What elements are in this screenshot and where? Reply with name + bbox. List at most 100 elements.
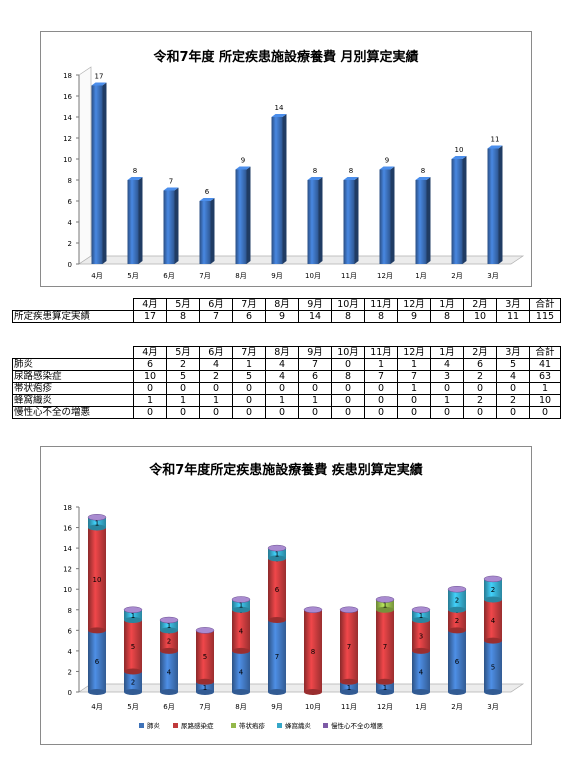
x-tick-label: 12月 bbox=[377, 703, 393, 711]
disease-stacked-bar-chart: 0246810121416186100104月250105月420106月150… bbox=[63, 504, 525, 730]
data-label: 8 bbox=[313, 167, 317, 175]
column-header: 4月 bbox=[133, 298, 167, 311]
table-cell: 5 bbox=[232, 370, 266, 383]
table-cell: 0 bbox=[232, 394, 266, 407]
table-cell: 115 bbox=[529, 310, 561, 323]
table-row: 所定疾患算定実績 17 8 7 6 9 14 8 8 9 8 10 11 115 bbox=[12, 310, 561, 323]
x-tick-label: 7月 bbox=[199, 272, 210, 280]
table-cell: 17 bbox=[133, 310, 167, 323]
table-cell: 11 bbox=[496, 310, 530, 323]
data-label: 5 bbox=[131, 643, 135, 651]
stack-segment bbox=[232, 609, 250, 651]
x-tick-label: 3月 bbox=[487, 272, 498, 280]
data-label: 4 bbox=[419, 668, 424, 676]
stack-segment bbox=[160, 650, 178, 692]
bar-side bbox=[138, 177, 143, 264]
segment-bottom bbox=[124, 617, 142, 624]
table-cell: 1 bbox=[364, 358, 398, 371]
x-tick-label: 7月 bbox=[199, 703, 210, 711]
bar-top bbox=[343, 177, 359, 180]
segment-bottom bbox=[412, 617, 430, 624]
bar-side bbox=[390, 166, 395, 264]
data-label: 1 bbox=[383, 602, 387, 610]
monthly-bar-chart: 0 2 4 6 8 10 12 14 16 18 17 4月 8 5月 7 6月 6 7月 9 8月 14 9月 8 10月 8… bbox=[63, 66, 525, 280]
y-tick-label: 16 bbox=[63, 93, 72, 101]
table-cell: 7 bbox=[397, 370, 431, 383]
segment-bottom bbox=[88, 627, 106, 634]
bar-side bbox=[210, 198, 215, 264]
column-header: 12月 bbox=[397, 346, 431, 359]
bar-top bbox=[271, 114, 287, 117]
table-cell: 2 bbox=[166, 358, 200, 371]
bar-top bbox=[235, 166, 251, 170]
column-header: 合計 bbox=[529, 298, 561, 311]
column-header: 1月 bbox=[430, 346, 464, 359]
legend-label: 慢性心不全の増悪 bbox=[331, 721, 384, 730]
table-cell: 9 bbox=[397, 310, 431, 323]
legend-swatch bbox=[173, 723, 178, 728]
table-cell: 0 bbox=[397, 406, 431, 419]
segment-bottom bbox=[484, 689, 502, 695]
data-label: 1 bbox=[131, 612, 135, 620]
cylinder-top bbox=[447, 585, 467, 593]
table-cell: 1 bbox=[199, 394, 233, 407]
table-cell: 63 bbox=[529, 370, 561, 383]
bar bbox=[271, 117, 283, 264]
data-label: 2 bbox=[167, 638, 171, 646]
segment-bottom bbox=[268, 617, 286, 624]
table-cell: 4 bbox=[496, 370, 530, 383]
stack-segment bbox=[196, 681, 214, 692]
table-cell: 9 bbox=[265, 310, 299, 323]
table-cell: 1 bbox=[298, 394, 332, 407]
table-cell: 1 bbox=[133, 394, 167, 407]
data-label: 1 bbox=[203, 684, 207, 692]
x-tick-label: 3月 bbox=[487, 703, 498, 711]
column-header: 6月 bbox=[199, 346, 233, 359]
table-cell: 0 bbox=[331, 394, 365, 407]
cylinder-top bbox=[159, 616, 179, 624]
table-cell: 0 bbox=[463, 406, 497, 419]
table-cell: 0 bbox=[298, 406, 332, 419]
column-header: 8月 bbox=[265, 298, 299, 311]
table-cell: 0 bbox=[232, 406, 266, 419]
cylinder-top bbox=[195, 627, 215, 634]
bar bbox=[487, 148, 499, 264]
y-tick-label: 14 bbox=[63, 545, 72, 553]
x-tick-label: 10月 bbox=[305, 272, 321, 280]
stack-segment bbox=[268, 548, 286, 559]
table-row: 慢性心不全の増悪 0 0 0 0 0 0 0 0 0 0 0 0 0 bbox=[12, 406, 561, 419]
x-tick-label: 6月 bbox=[163, 272, 174, 280]
disease-breakdown-table: 4月 5月 6月 7月 8月 9月 10月 11月 12月 1月 2月 3月 合計 肺炎 6 2 4 1 4 7 0 1 1… bbox=[12, 346, 561, 419]
column-header: 2月 bbox=[463, 298, 497, 311]
bar-top bbox=[415, 177, 431, 180]
column-header: 11月 bbox=[364, 346, 398, 359]
data-label: 1 bbox=[347, 684, 351, 692]
table-cell: 6 bbox=[298, 370, 332, 383]
table-cell: 2 bbox=[463, 370, 497, 383]
stack-segment bbox=[484, 640, 502, 692]
table-cell: 0 bbox=[331, 382, 365, 395]
table-cell: 0 bbox=[166, 382, 200, 395]
bar-top bbox=[451, 156, 467, 159]
data-label: 1 bbox=[419, 612, 423, 620]
table-cell: 2 bbox=[463, 394, 497, 407]
stack-segment bbox=[340, 681, 358, 692]
column-header: 7月 bbox=[232, 346, 266, 359]
bar-side bbox=[102, 82, 107, 264]
table-cell: 0 bbox=[430, 406, 464, 419]
y-tick-label: 10 bbox=[63, 156, 72, 164]
y-tick-label: 10 bbox=[63, 586, 72, 594]
table-cell: 41 bbox=[529, 358, 561, 371]
bar bbox=[379, 169, 391, 264]
data-label: 9 bbox=[385, 157, 389, 165]
x-tick-label: 1月 bbox=[415, 272, 426, 280]
x-tick-label: 2月 bbox=[451, 272, 462, 280]
y-tick-label: 12 bbox=[63, 566, 72, 574]
segment-bottom bbox=[484, 637, 502, 644]
bar bbox=[343, 180, 355, 264]
stack-segment bbox=[304, 609, 322, 692]
table-cell: 5 bbox=[496, 358, 530, 371]
column-header: 合計 bbox=[529, 346, 561, 359]
stack-segment bbox=[376, 609, 394, 682]
segment-bottom bbox=[412, 647, 430, 654]
